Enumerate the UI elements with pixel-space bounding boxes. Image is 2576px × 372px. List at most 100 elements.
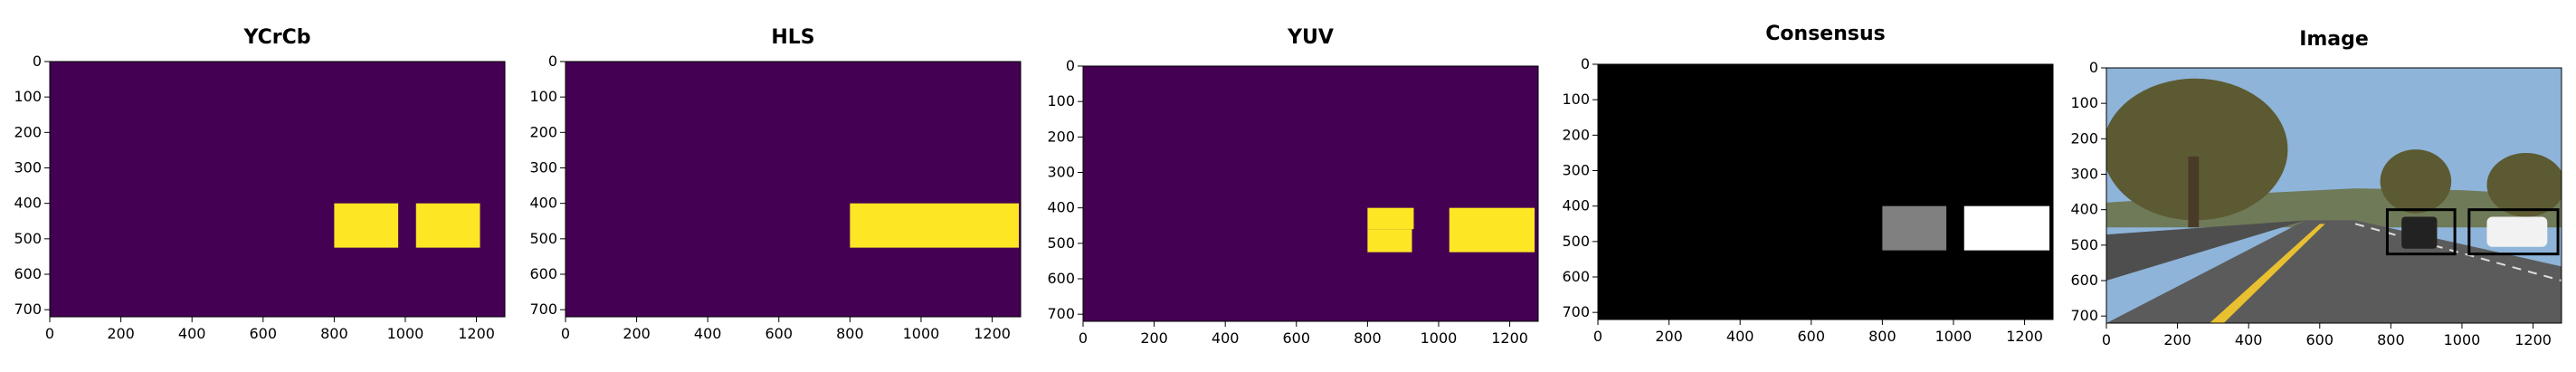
- y-tick-label: 700: [2070, 307, 2098, 324]
- x-tick-label: 200: [623, 325, 651, 342]
- y-tick-label: 700: [14, 300, 42, 318]
- tree-left: [2106, 78, 2288, 221]
- y-tick-label: 600: [2070, 272, 2098, 289]
- panel-title: YCrCb: [242, 26, 310, 49]
- heatmap-background: [1083, 66, 1538, 321]
- y-tick-label: 500: [1562, 233, 1590, 250]
- y-tick-label: 700: [529, 300, 557, 318]
- panel-ycrcb: YCrCb 0 200 400 600 800 1000 1200 0 100 200 300 400 5…: [14, 26, 506, 342]
- heatmap-background: [566, 62, 1021, 317]
- y-tick-label: 500: [2070, 236, 2098, 253]
- heatmap-region-0: [1882, 205, 1947, 251]
- panel-title: YUV: [1287, 26, 1334, 49]
- y-tick-label: 0: [33, 52, 42, 70]
- car-dark: [2401, 216, 2438, 249]
- x-tick-label: 1200: [1491, 329, 1528, 347]
- x-tick-label: 1000: [903, 325, 940, 342]
- panel-consensus: Consensus 0 200 400 600 800 1000 1200 0 100 200 300…: [1562, 23, 2054, 345]
- y-tick-label: 200: [14, 123, 42, 140]
- tree-right: [2380, 149, 2452, 214]
- x-tick-label: 800: [1868, 328, 1896, 345]
- panel-title: HLS: [771, 26, 814, 49]
- x-tick-label: 0: [45, 325, 54, 342]
- panel-image: Image 0 200 400 600 800 1000 1200 0 100 200 300 400 5…: [2070, 28, 2562, 348]
- heatmap-region-0: [334, 203, 399, 248]
- y-tick-label: 400: [1562, 197, 1590, 215]
- heatmap-background: [1598, 64, 2053, 320]
- heatmap-region-1: [415, 203, 480, 248]
- y-tick-label: 200: [529, 123, 557, 140]
- x-tick-label: 800: [320, 325, 348, 342]
- detection-box-1: [2467, 208, 2560, 256]
- panel-hls: HLS 0 200 400 600 800 1000 1200 0 100 200 300 400 500…: [529, 26, 1022, 342]
- x-tick-label: 0: [1079, 329, 1088, 347]
- y-tick-label: 0: [548, 52, 557, 70]
- y-tick-label: 400: [2070, 201, 2098, 218]
- x-tick-label: 0: [561, 325, 570, 342]
- tree-far-right: [2486, 153, 2562, 217]
- y-tick-label: 0: [1581, 55, 1590, 72]
- x-tick-label: 0: [2102, 331, 2111, 348]
- x-tick-label: 600: [1283, 329, 1311, 347]
- x-tick-label: 1000: [1421, 329, 1458, 347]
- y-tick-label: 600: [14, 265, 42, 282]
- axes-frame: [1597, 63, 2054, 320]
- x-tick-label: 800: [836, 325, 864, 342]
- x-tick-label: 600: [2306, 331, 2334, 348]
- heatmap-region-0: [850, 203, 1020, 248]
- y-tick-label: 700: [1047, 305, 1075, 322]
- y-tick-label: 500: [14, 230, 42, 247]
- x-tick-label: 600: [250, 325, 278, 342]
- x-tick-label: 200: [2163, 331, 2191, 348]
- panel-title: Consensus: [1765, 23, 1885, 45]
- x-tick-label: 400: [178, 325, 206, 342]
- x-tick-label: 1200: [458, 325, 495, 342]
- y-tick-label: 100: [529, 88, 557, 105]
- x-tick-label: 1200: [2514, 331, 2552, 348]
- axes-frame: [49, 61, 506, 318]
- y-tick-label: 100: [14, 88, 42, 105]
- heatmap-region-2: [1449, 207, 1535, 253]
- y-tick-label: 0: [2089, 59, 2098, 76]
- y-tick-label: 0: [1066, 57, 1075, 74]
- y-tick-label: 100: [2070, 94, 2098, 111]
- heatmap-region-0: [1367, 207, 1414, 230]
- y-tick-label: 600: [529, 265, 557, 282]
- panel-title: Image: [2299, 28, 2369, 51]
- road-photo: [2106, 68, 2562, 323]
- lane-line-yellow: [2209, 224, 2325, 323]
- axes-frame: [2105, 67, 2562, 324]
- y-tick-label: 300: [14, 159, 42, 176]
- heatmap-background: [50, 62, 505, 317]
- x-tick-label: 0: [1593, 328, 1602, 345]
- heatmap-region-1: [1963, 205, 2050, 251]
- y-tick-label: 300: [529, 159, 557, 176]
- x-tick-label: 1200: [974, 325, 1011, 342]
- y-tick-label: 100: [1047, 92, 1075, 110]
- road: [2106, 220, 2562, 323]
- axes-frame: [565, 61, 1022, 318]
- car-white: [2486, 216, 2548, 247]
- x-tick-label: 400: [2235, 331, 2263, 348]
- y-tick-label: 400: [529, 195, 557, 212]
- x-tick-label: 1000: [1935, 328, 1972, 345]
- y-tick-label: 600: [1047, 270, 1075, 287]
- y-tick-label: 300: [1047, 164, 1075, 181]
- y-tick-label: 200: [2070, 129, 2098, 147]
- x-tick-label: 400: [1726, 328, 1754, 345]
- y-tick-label: 200: [1047, 128, 1075, 145]
- x-tick-label: 200: [1655, 328, 1683, 345]
- tree-trunk: [2188, 156, 2200, 228]
- heatmap-region-1: [1367, 229, 1412, 253]
- y-tick-label: 300: [2070, 166, 2098, 183]
- x-tick-label: 1000: [387, 325, 424, 342]
- y-tick-label: 500: [1047, 234, 1075, 252]
- x-tick-label: 1000: [2444, 331, 2481, 348]
- x-tick-label: 800: [1354, 329, 1382, 347]
- detection-box-0: [2385, 208, 2457, 256]
- x-tick-label: 600: [765, 325, 794, 342]
- x-tick-label: 800: [2377, 331, 2405, 348]
- x-tick-label: 600: [1798, 328, 1826, 345]
- axes-frame: [1082, 65, 1539, 322]
